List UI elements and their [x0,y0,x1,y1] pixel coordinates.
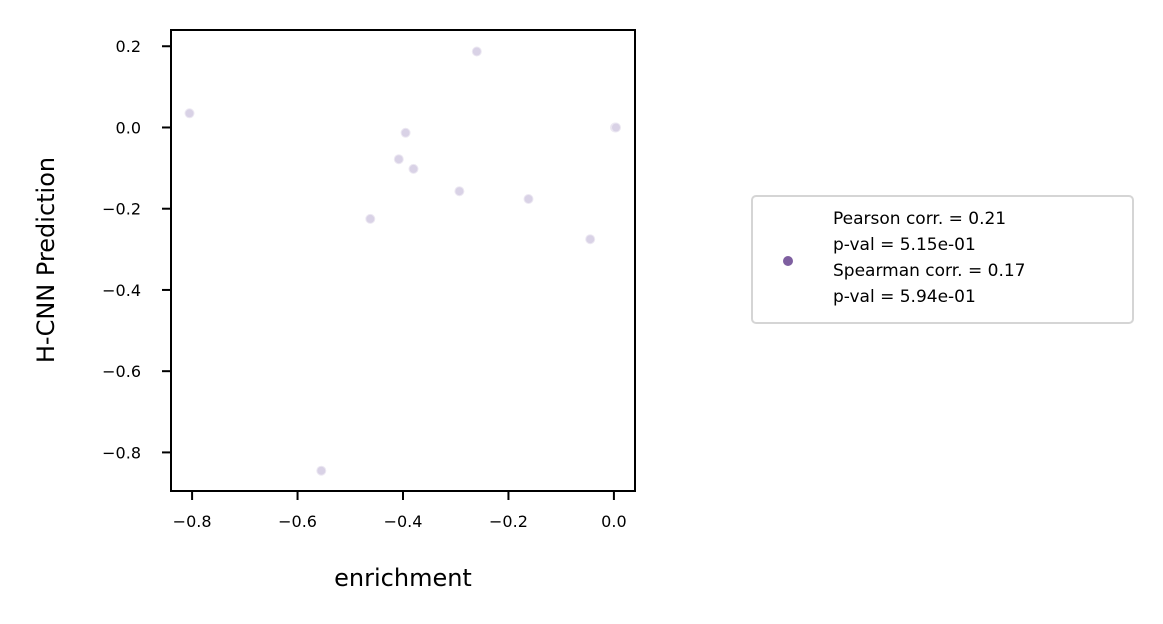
data-point [585,234,596,245]
points-layer [184,46,621,476]
y-tick-label: −0.4 [102,281,141,300]
legend: Pearson corr. = 0.21 p-val = 5.15e-01 Sp… [751,195,1134,324]
x-tick-label: 0.0 [601,512,626,531]
legend-line-2: p-val = 5.15e-01 [833,235,976,255]
x-tick-label: −0.6 [278,512,317,531]
legend-line-1: Pearson corr. = 0.21 [833,209,1006,229]
x-tick-label: −0.2 [489,512,528,531]
data-point [408,163,419,174]
x-axis-label: enrichment [334,564,472,592]
y-axis-label: H-CNN Prediction [32,157,60,363]
data-point [523,194,534,204]
data-point [393,154,404,165]
y-tick-label: 0.2 [116,37,141,56]
plot-background [171,30,635,491]
y-axis: 0.2 0.0 −0.2 −0.4 −0.6 −0.8 [102,37,171,462]
data-point [316,465,327,476]
legend-line-3: Spearman corr. = 0.17 [833,261,1025,281]
y-tick-label: −0.8 [102,443,141,462]
y-tick-label: −0.6 [102,362,141,381]
data-point [471,46,482,57]
y-tick-label: −0.2 [102,200,141,219]
x-tick-label: −0.8 [173,512,212,531]
data-point [611,122,621,133]
x-axis: −0.8 −0.6 −0.4 −0.2 0.0 [173,491,627,531]
y-tick-label: 0.0 [116,118,141,137]
data-point [454,186,465,197]
data-point [184,108,195,119]
legend-line-4: p-val = 5.94e-01 [833,287,976,307]
x-tick-label: −0.4 [384,512,423,531]
legend-marker [783,256,793,266]
data-point [365,213,376,224]
legend-box [751,195,1134,324]
data-point [400,127,411,138]
